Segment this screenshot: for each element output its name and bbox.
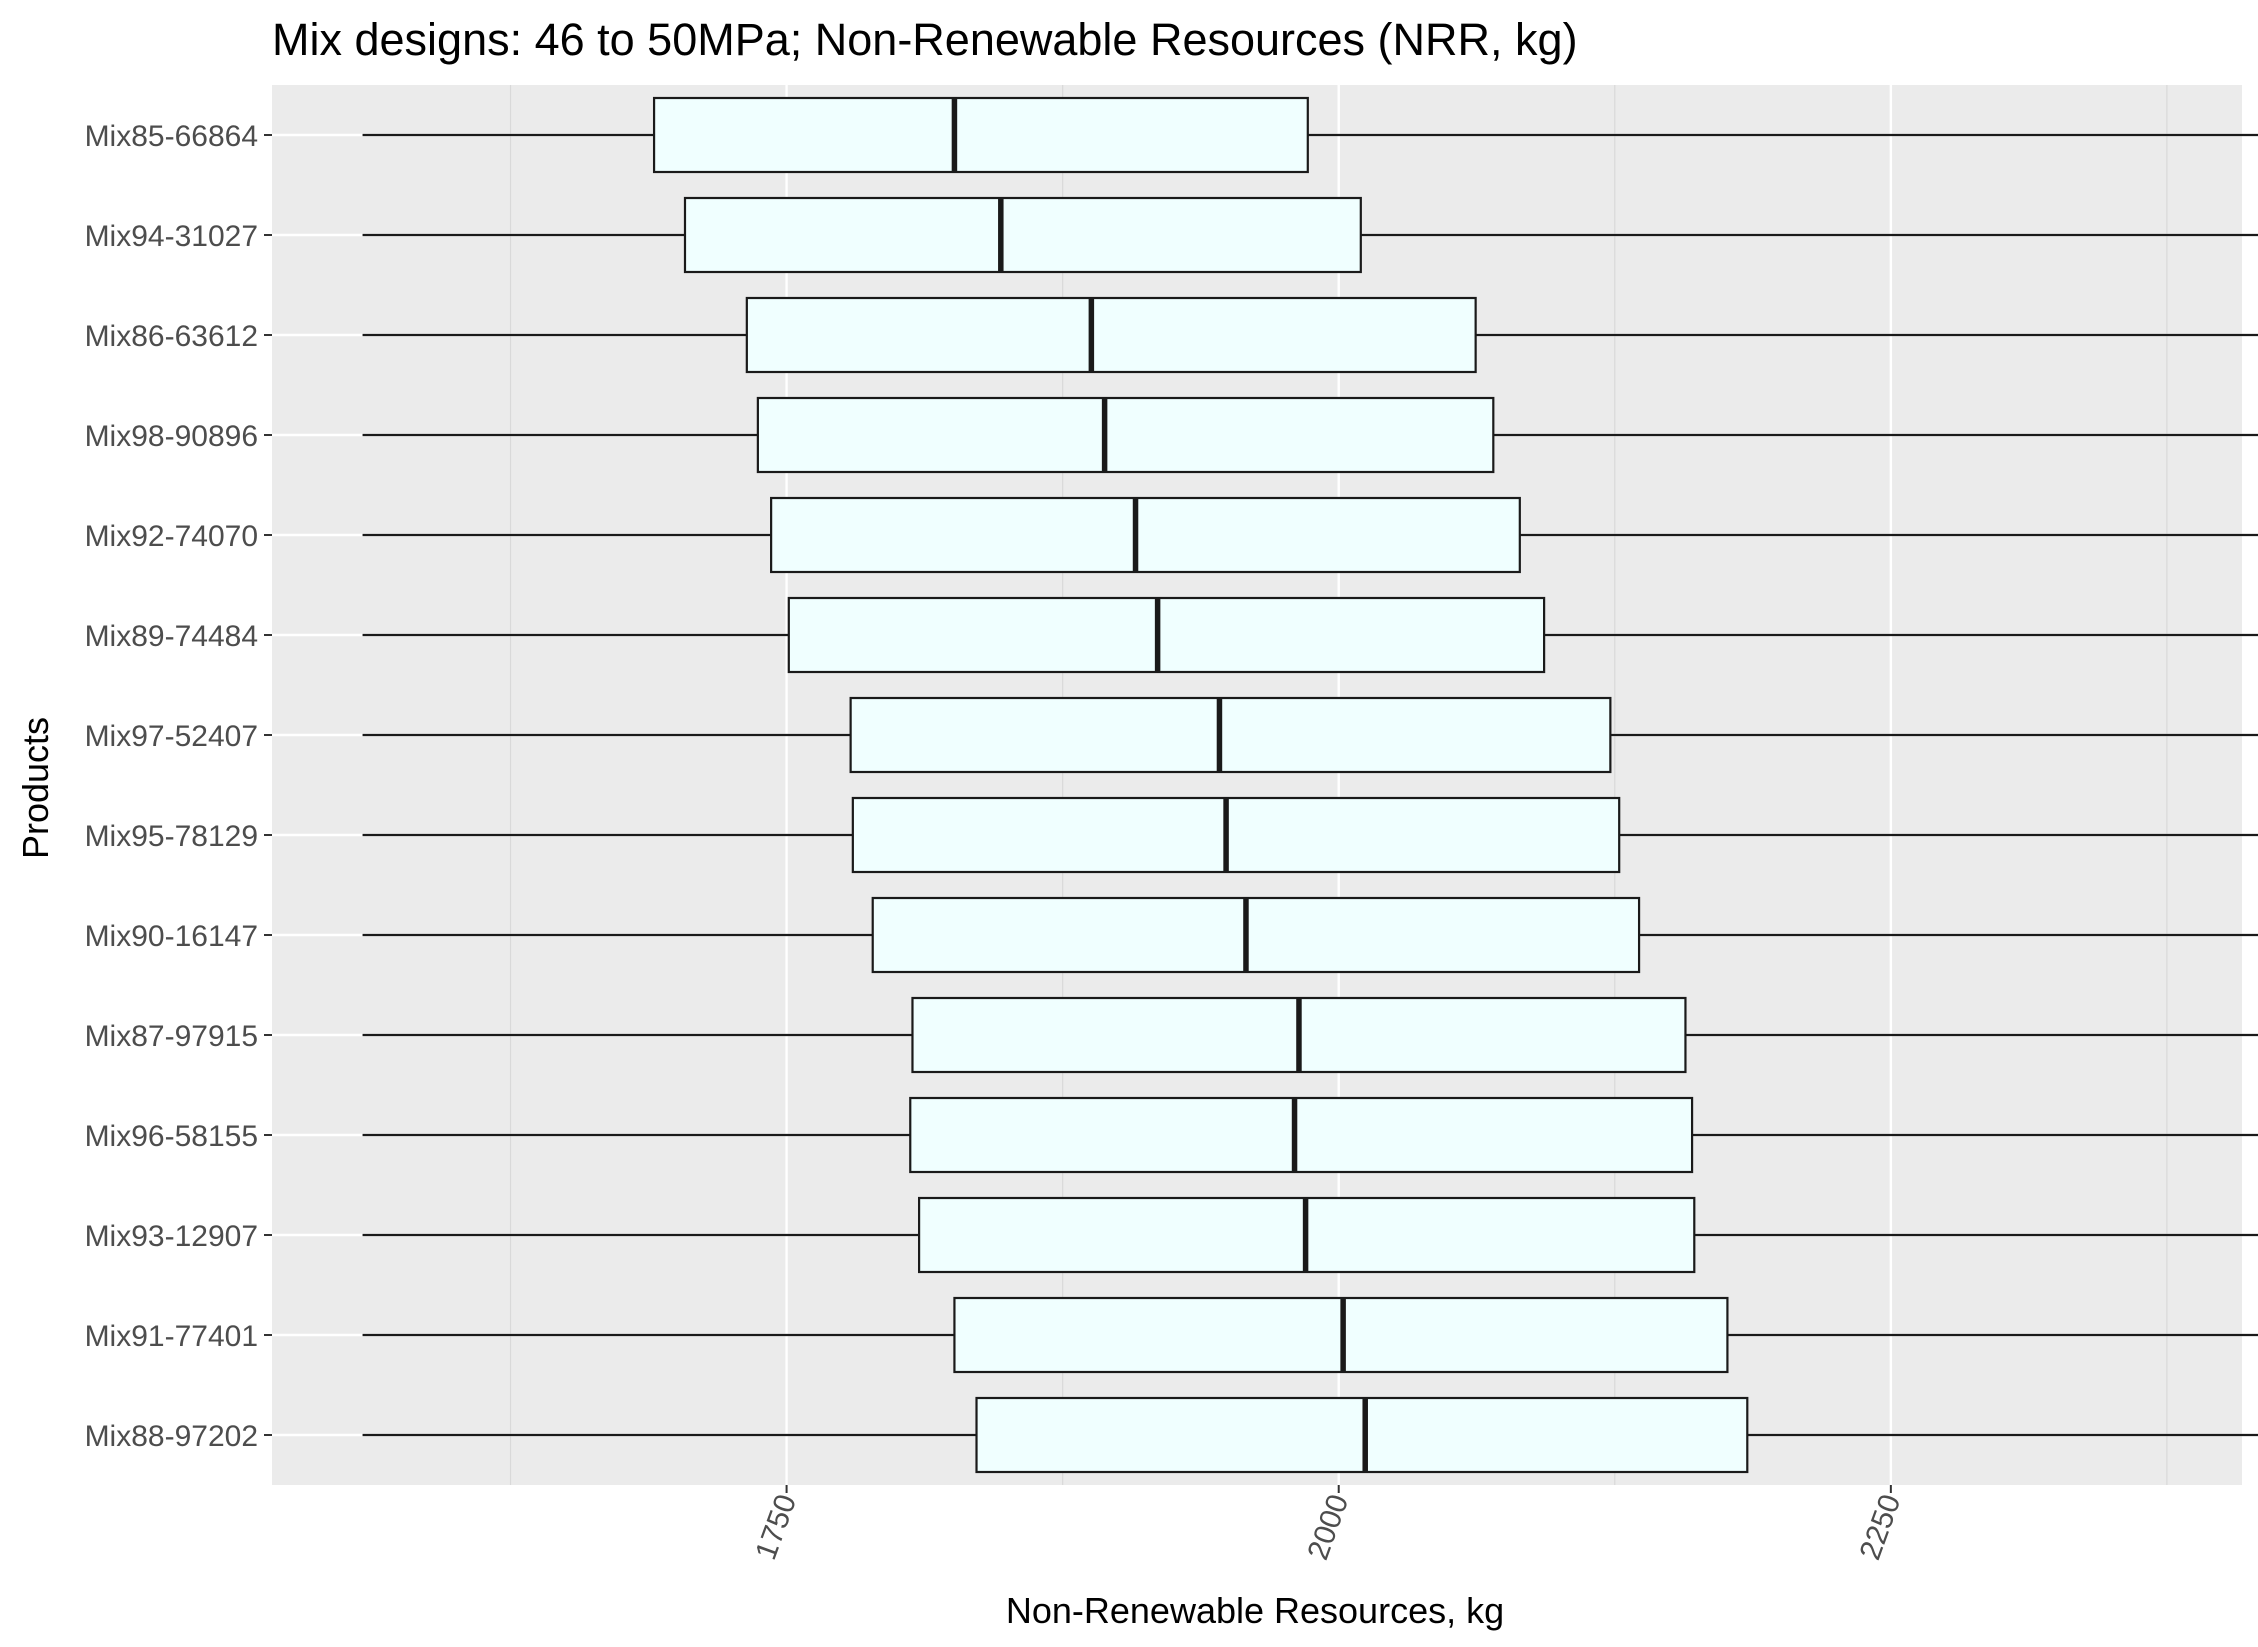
y-tick-label: Mix97-52407 [85,720,258,753]
box-iqr [851,796,1621,874]
y-axis-title: Products [15,717,56,859]
box-iqr [756,396,1495,474]
box-Mix91-77401 [362,1296,2258,1374]
boxes-layer [362,96,2258,1474]
box-Mix96-58155 [362,1096,2258,1174]
box-iqr [770,496,1521,574]
x-axis-title: Non-Renewable Resources, kg [1006,1590,1504,1631]
chart-title: Mix designs: 46 to 50MPa; Non-Renewable … [272,14,1578,65]
panel-background [272,85,2242,1485]
box-iqr [909,1096,1694,1174]
box-Mix88-97202 [362,1396,2258,1474]
y-tick-label: Mix86-63612 [85,320,258,353]
y-tick-label: Mix90-16147 [85,920,258,953]
y-axis: Mix85-66864 Mix94-31027 Mix86-63612 Mix98-9… [85,120,272,1453]
y-tick-label: Mix98-90896 [85,420,258,453]
box-Mix86-63612 [362,296,2258,374]
y-tick-label: Mix96-58155 [85,1120,258,1153]
box-iqr [745,296,1477,374]
box-iqr [683,196,1362,274]
box-iqr [871,896,1641,974]
box-iqr [652,96,1309,174]
y-tick-label: Mix91-77401 [85,1320,258,1353]
y-tick-label: Mix95-78129 [85,820,258,853]
box-Mix87-97915 [362,996,2258,1074]
plot-panel [272,85,2258,1485]
box-Mix93-12907 [362,1196,2258,1274]
box-iqr [787,596,1546,674]
box-Mix85-66864 [362,96,2258,174]
y-tick-label: Mix88-97202 [85,1420,258,1453]
y-tick-label: Mix87-97915 [85,1020,258,1053]
box-Mix89-74484 [362,596,2258,674]
box-Mix95-78129 [362,796,2258,874]
box-iqr [849,696,1612,774]
box-Mix97-52407 [362,696,2258,774]
box-Mix92-74070 [362,496,2258,574]
y-tick-label: Mix92-74070 [85,520,258,553]
y-tick-label: Mix94-31027 [85,220,258,253]
box-Mix98-90896 [362,396,2258,474]
box-iqr [975,1396,1749,1474]
box-Mix90-16147 [362,896,2258,974]
y-tick-label: Mix93-12907 [85,1220,258,1253]
box-Mix94-31027 [362,196,2258,274]
y-tick-label: Mix89-74484 [85,620,258,653]
y-tick-label: Mix85-66864 [85,120,258,153]
